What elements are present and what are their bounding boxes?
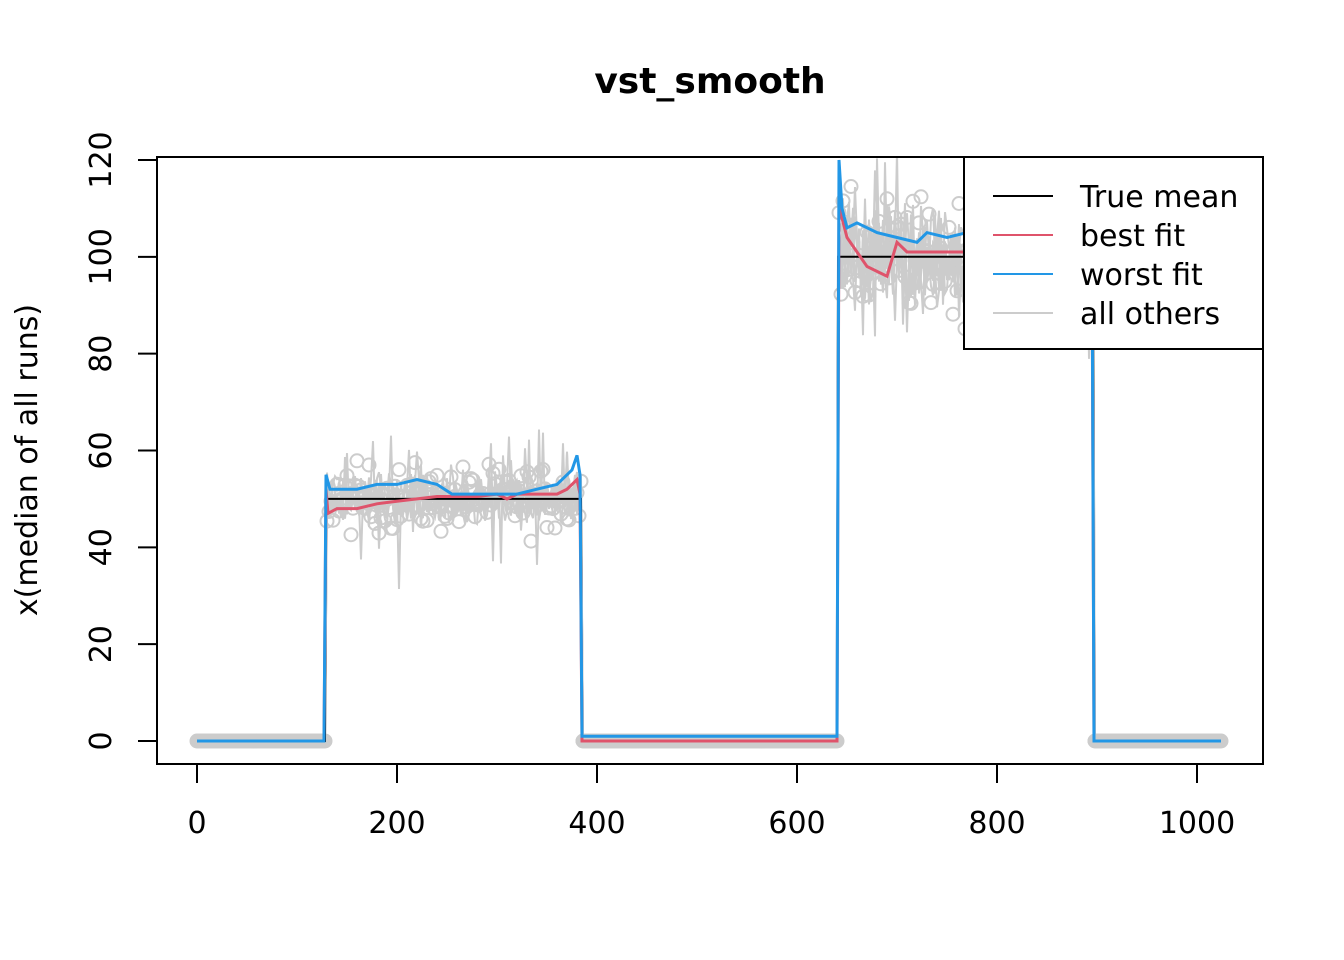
x-tick-label: 400 (568, 806, 625, 841)
chart-title: vst_smooth (594, 61, 825, 102)
other-run-point (941, 219, 957, 235)
other-run-point (539, 520, 555, 535)
y-tick-label: 80 (84, 335, 119, 373)
plot-area (189, 158, 1229, 749)
y-tick-label: 100 (84, 228, 119, 285)
x-tick-label: 0 (187, 806, 206, 841)
x-tick-label: 600 (768, 806, 825, 841)
other-run-point (913, 189, 929, 205)
other-run-point (879, 191, 895, 207)
legend-label: all others (1080, 297, 1220, 332)
y-tick-label: 60 (84, 431, 119, 469)
legend-label: True mean (1079, 180, 1238, 215)
other-run-point (843, 179, 859, 194)
other-run-point (833, 286, 849, 302)
axes: 0 200 400 600 800 1000 0 20 40 60 80 100 120 (84, 131, 1235, 841)
x-tick-label: 200 (368, 806, 425, 841)
other-run-point (361, 457, 377, 473)
y-tick-label: 120 (84, 131, 119, 188)
other-run-point (391, 462, 407, 478)
x-tick-label: 800 (968, 806, 1025, 841)
y-tick-label: 20 (84, 625, 119, 663)
other-run-point (433, 523, 449, 539)
other-run-point (429, 467, 445, 483)
y-tick-label: 40 (84, 528, 119, 566)
y-axis-label: x(median of all runs) (10, 304, 45, 616)
legend-label: best fit (1080, 219, 1185, 254)
legend-box (963, 156, 1264, 350)
other-run-point (463, 471, 479, 487)
other-run-point (923, 295, 939, 311)
x-tick-label: 1000 (1159, 806, 1235, 841)
legend: True mean best fit worst fit all others (963, 156, 1264, 350)
y-tick-label: 0 (84, 731, 119, 750)
legend-label: worst fit (1080, 258, 1203, 293)
other-run-point (547, 520, 563, 536)
other-run-point (343, 527, 359, 543)
other-run-point (945, 306, 961, 322)
